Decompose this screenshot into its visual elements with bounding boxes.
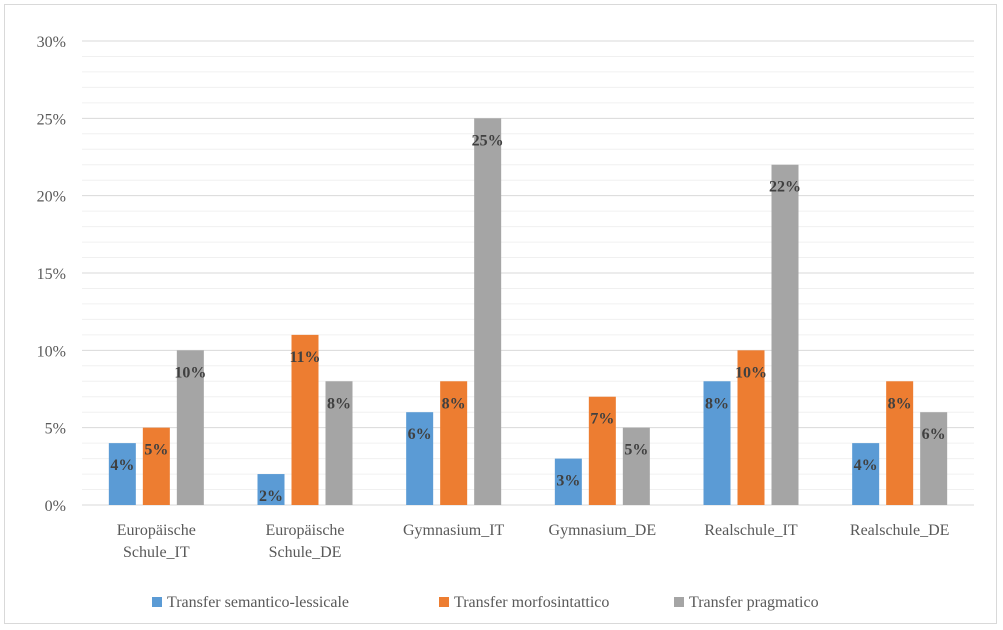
y-axis-tick-labels: 0% 5% 10% 15% 20% 25% 30%: [37, 34, 66, 515]
data-label: 22%: [769, 179, 801, 196]
data-label: 4%: [110, 457, 134, 474]
bar: [325, 381, 353, 505]
bar: [771, 164, 799, 505]
x-category-label: Europäische: [265, 522, 344, 539]
data-label: 5%: [624, 442, 648, 459]
x-category-label: Gymnasium_DE: [549, 522, 657, 539]
x-category-label: Schule_IT: [123, 544, 190, 561]
chart-frame: [4, 4, 997, 624]
bar: [588, 396, 616, 505]
data-label: 11%: [289, 349, 320, 366]
x-category-label: Realschule_IT: [704, 522, 798, 539]
x-axis-category-labels: Europäische Schule_IT Europäische Schule_DE…: [117, 522, 950, 561]
bar: [886, 381, 914, 505]
bar: [554, 458, 582, 505]
bars: [108, 118, 948, 505]
y-tick-label: 30%: [37, 34, 66, 51]
y-tick-label: 0%: [45, 498, 66, 515]
bar: [474, 118, 502, 505]
data-label: 8%: [888, 395, 912, 412]
legend-swatch: [152, 597, 162, 607]
data-label: 4%: [854, 457, 878, 474]
data-label: 8%: [705, 395, 729, 412]
data-label: 25%: [472, 132, 504, 149]
data-label: 6%: [922, 426, 946, 443]
bar: [622, 427, 650, 505]
bar: [703, 381, 731, 505]
y-tick-label: 20%: [37, 189, 66, 206]
data-label: 8%: [327, 395, 351, 412]
bar: [108, 443, 136, 505]
data-label: 10%: [735, 364, 767, 381]
data-labels: 4% 2% 6% 3% 8% 4% 5% 11% 8% 7% 10% 8% 10% 8% 25% 5% 22% 6…: [110, 132, 945, 505]
bar: [291, 334, 319, 505]
data-label: 10%: [174, 364, 206, 381]
x-category-label: Schule_DE: [269, 544, 342, 561]
data-label: 3%: [556, 473, 580, 490]
legend-label: Transfer morfosintattico: [454, 594, 609, 611]
y-tick-label: 10%: [37, 343, 66, 360]
bar: [142, 427, 170, 505]
data-label: 7%: [590, 411, 614, 428]
bar: [406, 412, 434, 505]
bar: [852, 443, 880, 505]
data-label: 5%: [144, 442, 168, 459]
y-tick-label: 5%: [45, 421, 66, 438]
legend-swatch: [674, 597, 684, 607]
bar: [257, 474, 285, 505]
legend: Transfer semantico-lessicale Transfer mor…: [152, 594, 819, 611]
x-category-label: Realschule_DE: [850, 522, 950, 539]
x-category-label: Gymnasium_IT: [403, 522, 505, 539]
data-label: 6%: [408, 426, 432, 443]
bar: [440, 381, 468, 505]
legend-swatch: [439, 597, 449, 607]
data-label: 8%: [442, 395, 466, 412]
y-tick-label: 15%: [37, 266, 66, 283]
legend-label: Transfer pragmatico: [689, 594, 819, 611]
bar: [737, 350, 765, 505]
legend-item: Transfer semantico-lessicale: [152, 594, 349, 611]
y-tick-label: 25%: [37, 111, 66, 128]
legend-item: Transfer morfosintattico: [439, 594, 609, 611]
legend-item: Transfer pragmatico: [674, 594, 819, 611]
legend-label: Transfer semantico-lessicale: [167, 594, 349, 611]
bar: [920, 412, 948, 505]
data-label: 2%: [259, 488, 283, 505]
grid-lines: [82, 40, 974, 506]
x-category-label: Europäische: [117, 522, 196, 539]
bar: [176, 350, 204, 505]
